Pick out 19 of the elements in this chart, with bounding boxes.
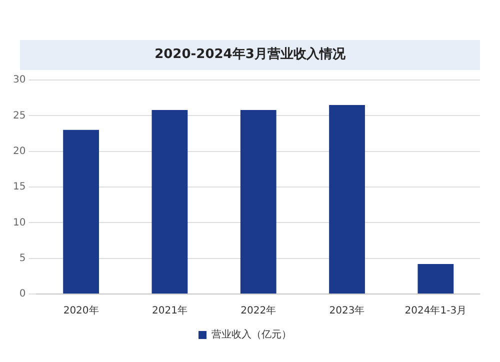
x-tick-label: 2024年1-3月 — [404, 304, 467, 317]
bar — [240, 110, 276, 294]
y-tick-label: 30 — [12, 74, 26, 86]
y-tick-label: 20 — [12, 146, 26, 157]
x-tick-label: 2023年 — [329, 304, 365, 317]
y-tick-label: 10 — [12, 217, 26, 228]
y-tick-label: 15 — [12, 182, 26, 193]
y-tick-label: 5 — [19, 252, 26, 264]
bar — [152, 110, 188, 294]
bar — [63, 130, 100, 294]
x-tick-label: 2022年 — [240, 304, 276, 317]
y-tick-label: 25 — [12, 110, 26, 122]
chart-title: 2020-2024年3月营业收入情况 — [20, 40, 480, 70]
x-tick-label: 2021年 — [152, 304, 188, 317]
y-tick-label: 0 — [19, 288, 26, 300]
bar — [329, 104, 365, 294]
legend-label: 营业收入（亿元） — [212, 328, 292, 341]
x-tick-label: 2020年 — [63, 304, 99, 317]
bar — [418, 264, 454, 294]
